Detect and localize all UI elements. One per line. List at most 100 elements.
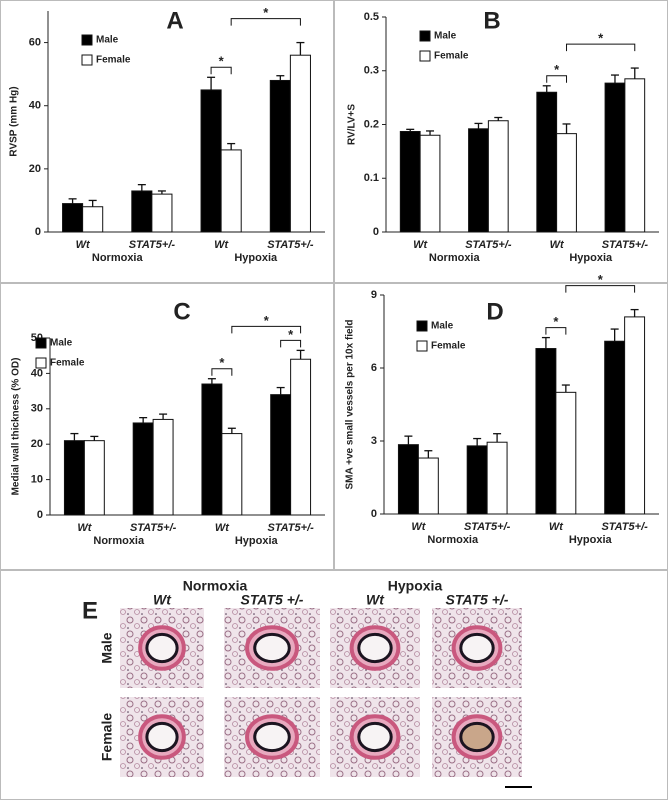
chart: A RVSP (mm Hg) 0 20 40 60 Wt STAT5+/- Wt STAT5+/-… xyxy=(9,5,325,264)
bar xyxy=(220,149,242,233)
significance-bracket xyxy=(545,327,567,335)
group-label: Normoxia xyxy=(93,535,145,547)
x-tick-label: Wt xyxy=(215,522,230,534)
x-tick-label: Wt xyxy=(549,521,564,533)
panel-label: C xyxy=(173,298,190,325)
panel-border xyxy=(0,570,668,800)
bar xyxy=(269,79,291,233)
significance-label: * xyxy=(554,62,560,77)
x-tick-label: Wt xyxy=(77,522,92,534)
group-label: Hypoxia xyxy=(234,252,278,264)
bar xyxy=(556,133,577,233)
legend-swatch xyxy=(416,320,428,332)
vessel-lumen xyxy=(253,632,291,664)
error-bar xyxy=(561,384,570,393)
significance-label: * xyxy=(264,313,270,328)
significance-label: * xyxy=(598,272,604,287)
vessel-lumen xyxy=(357,632,393,664)
x-tick-label: Wt xyxy=(214,239,229,251)
condition-label: Hypoxia xyxy=(388,578,443,594)
error-bar xyxy=(159,413,168,420)
bar xyxy=(468,128,489,233)
panel-label: B xyxy=(483,7,500,34)
x-tick-label: Wt xyxy=(411,521,426,533)
panel-label: E xyxy=(82,597,98,624)
error-bar xyxy=(474,122,483,129)
legend-label: Male xyxy=(50,338,73,349)
bar xyxy=(604,82,626,233)
error-bar xyxy=(630,67,639,79)
bar xyxy=(201,383,223,516)
panel-border xyxy=(0,283,334,570)
x-tick-label: Wt xyxy=(550,239,565,251)
x-tick-label: STAT5+/- xyxy=(130,522,177,534)
error-bar xyxy=(296,41,305,56)
legend-swatch xyxy=(416,340,428,352)
genotype-label: STAT5 +/- xyxy=(446,592,509,608)
legend-label: Female xyxy=(434,51,469,62)
bar xyxy=(419,134,441,233)
legend-label: Female xyxy=(431,341,466,352)
bar xyxy=(289,54,311,233)
error-bar xyxy=(406,128,415,132)
group-label: Normoxia xyxy=(427,534,479,546)
significance-label: * xyxy=(219,54,225,69)
genotype-label: Wt xyxy=(153,592,172,608)
y-axis-label: RV/LV+S xyxy=(347,104,358,145)
error-bar xyxy=(542,85,551,93)
y-tick-label: 0.5 xyxy=(364,11,379,23)
error-bar xyxy=(157,190,166,195)
bar xyxy=(486,441,508,515)
significance-bracket xyxy=(230,18,301,26)
x-tick-label: STAT5+/- xyxy=(465,239,512,251)
legend-swatch xyxy=(419,50,431,62)
error-bar xyxy=(227,427,236,434)
bar xyxy=(290,358,312,516)
vessel-lumen xyxy=(459,632,495,664)
error-bar xyxy=(68,198,77,204)
error-bar xyxy=(207,378,216,385)
legend-label: Male xyxy=(434,31,457,42)
y-tick-label: 0 xyxy=(37,509,43,521)
group-label: Normoxia xyxy=(92,252,144,264)
row-label: Female xyxy=(99,713,115,761)
bar xyxy=(82,206,104,233)
bar xyxy=(397,444,419,515)
condition-label: Normoxia xyxy=(183,578,248,594)
legend-swatch xyxy=(81,54,93,66)
error-bar xyxy=(227,142,236,150)
legend-swatch xyxy=(35,357,47,369)
y-tick-label: 9 xyxy=(371,289,377,301)
panel-label: D xyxy=(486,298,503,325)
vessel-lumen xyxy=(145,721,179,753)
error-bar xyxy=(137,183,146,191)
bar xyxy=(604,340,626,515)
chart: D SMA +ve small vessels per 10x field 0 3 6 9… xyxy=(345,272,659,546)
error-bar xyxy=(276,75,285,81)
error-bar xyxy=(404,435,413,445)
panel-border xyxy=(0,0,334,283)
legend-swatch xyxy=(35,337,47,349)
bar xyxy=(624,78,646,233)
y-tick-label: 40 xyxy=(29,100,41,112)
error-bar xyxy=(90,435,99,441)
x-tick-label: STAT5+/- xyxy=(267,239,314,251)
panel-border xyxy=(334,0,668,283)
bar xyxy=(132,422,154,516)
vessel-lumen xyxy=(459,721,495,753)
y-tick-label: 20 xyxy=(29,163,41,175)
panel-label: A xyxy=(166,7,183,34)
significance-label: * xyxy=(288,327,294,342)
bar xyxy=(466,445,488,515)
bar xyxy=(221,433,243,516)
y-tick-label: 10 xyxy=(31,474,43,486)
x-tick-label: STAT5+/- xyxy=(464,521,511,533)
bar xyxy=(83,440,105,516)
group-label: Hypoxia xyxy=(235,535,279,547)
significance-bracket xyxy=(566,43,636,52)
error-bar xyxy=(88,199,97,207)
panel-border xyxy=(334,283,668,570)
significance-bracket xyxy=(231,325,302,334)
error-bar xyxy=(610,74,619,84)
